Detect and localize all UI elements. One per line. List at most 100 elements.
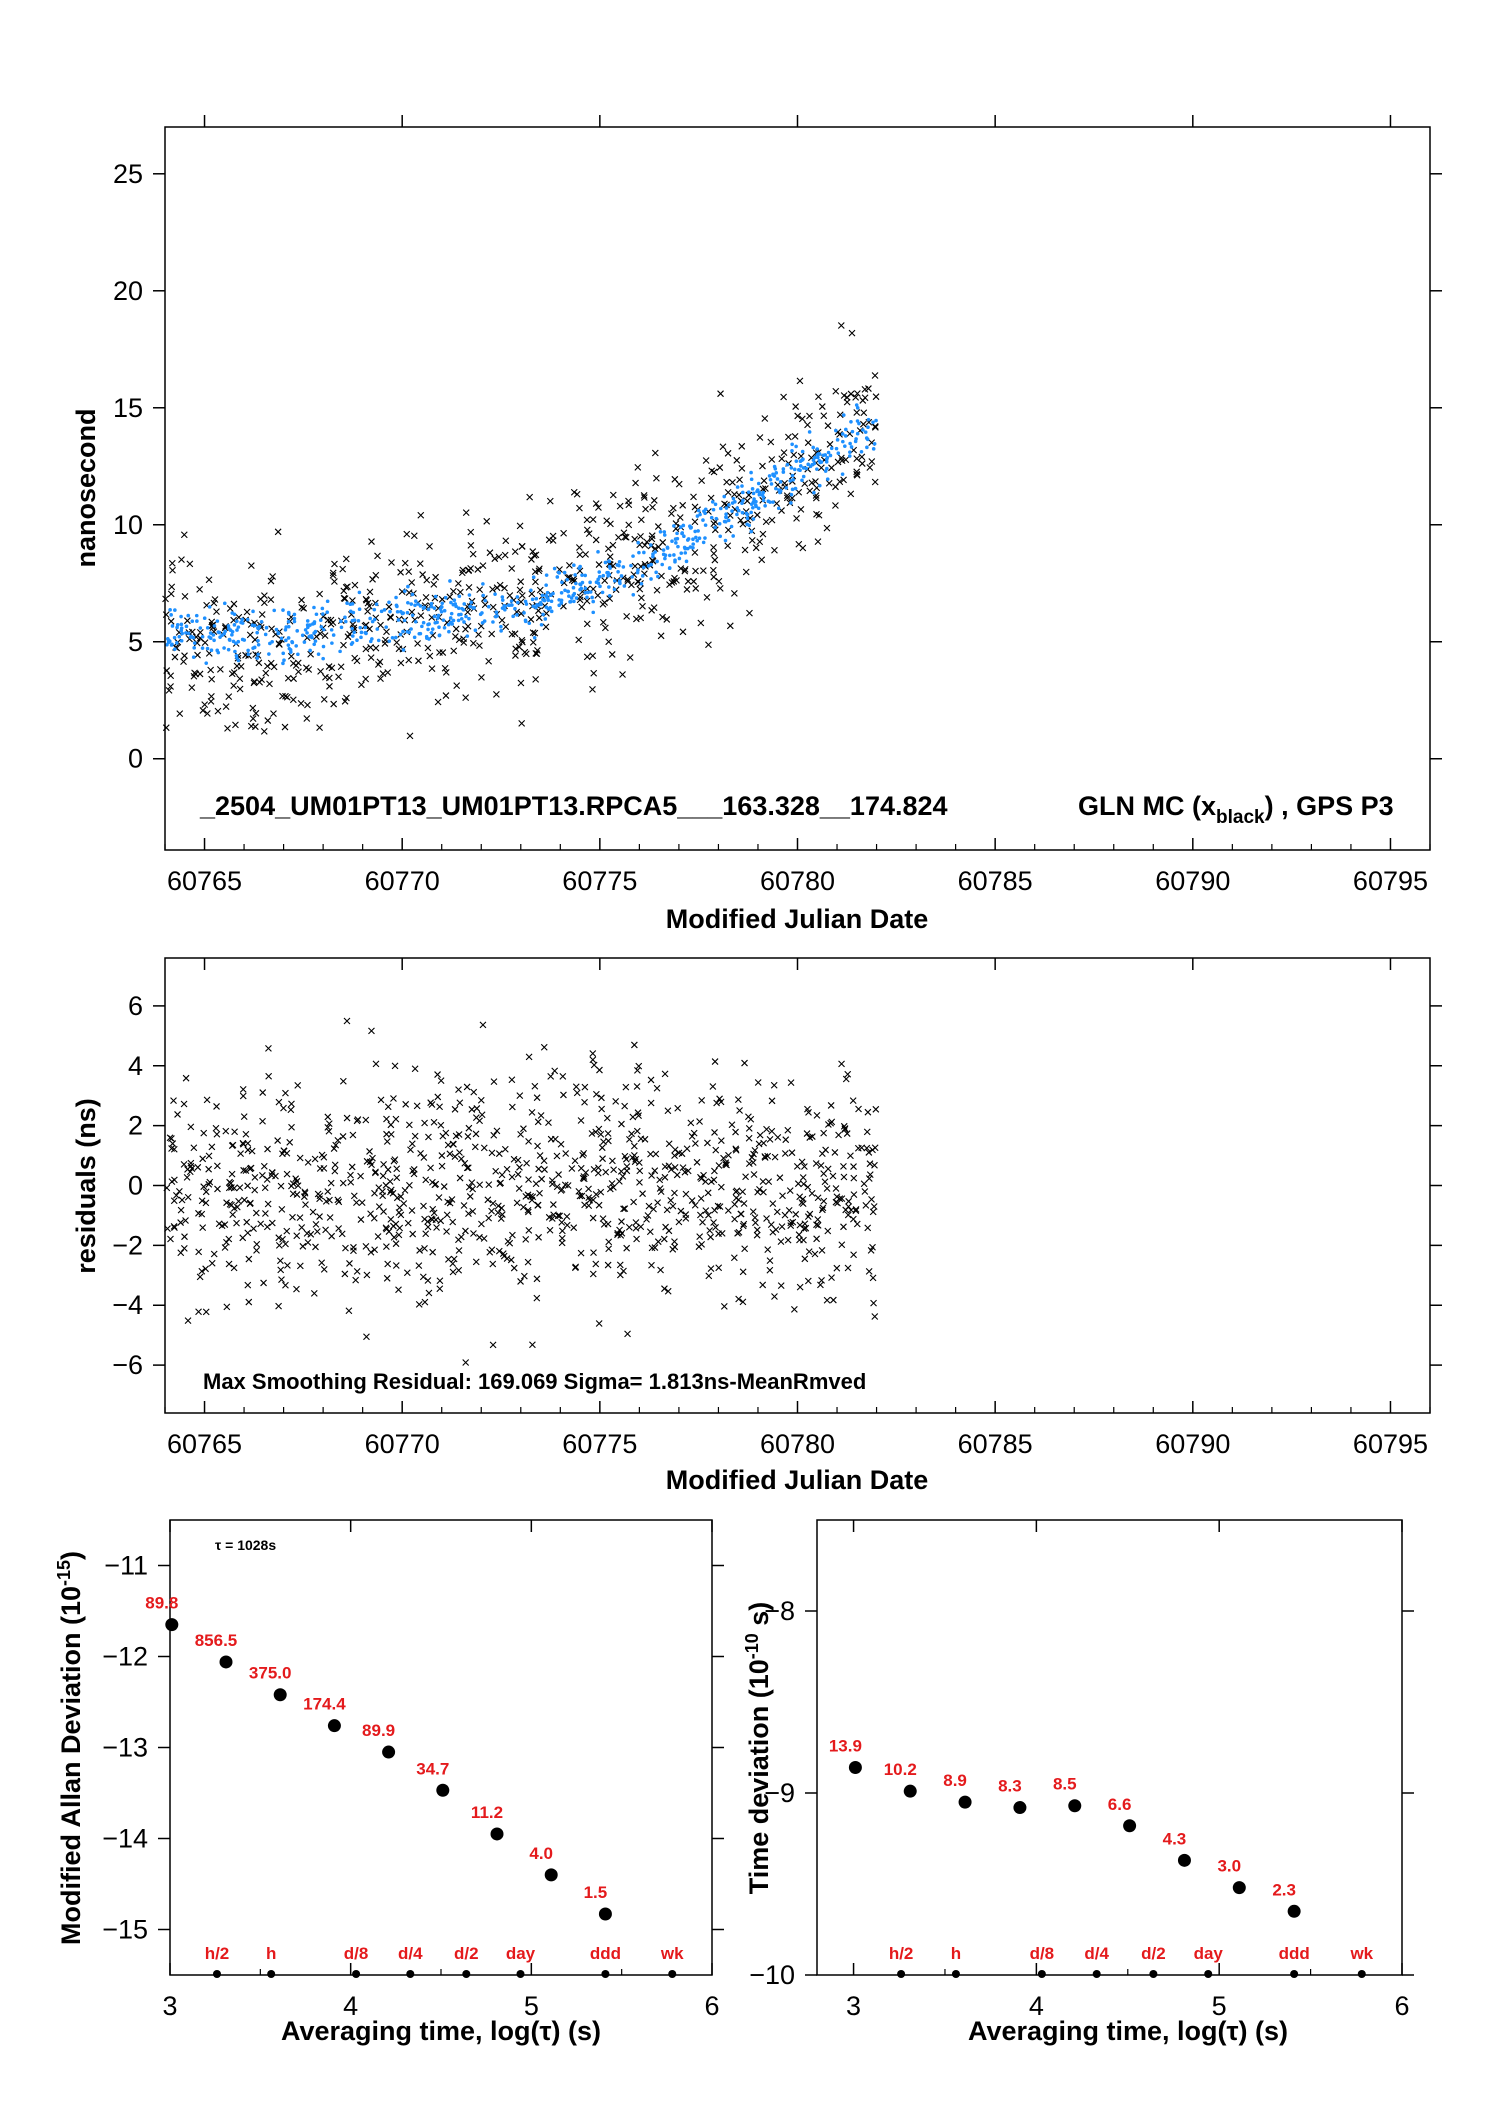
data-point bbox=[771, 1293, 778, 1300]
data-point bbox=[660, 1235, 668, 1243]
data-point bbox=[335, 1225, 343, 1232]
data-point bbox=[619, 1173, 627, 1180]
data-point bbox=[494, 1202, 502, 1210]
data-point bbox=[731, 1200, 739, 1208]
data-point bbox=[778, 490, 782, 495]
data-point bbox=[194, 613, 199, 618]
data-point bbox=[445, 1255, 452, 1263]
data-point bbox=[534, 1201, 542, 1209]
data-point bbox=[735, 485, 740, 489]
data-point bbox=[226, 605, 234, 612]
data-point bbox=[806, 412, 813, 420]
data-point bbox=[746, 490, 751, 494]
p1-frame bbox=[164, 126, 1431, 851]
data-point bbox=[375, 627, 380, 631]
data-point bbox=[761, 415, 769, 422]
data-point bbox=[743, 497, 751, 505]
data-point bbox=[796, 1221, 804, 1229]
data-point bbox=[264, 625, 269, 630]
data-point bbox=[171, 1224, 178, 1231]
data-point bbox=[589, 686, 596, 693]
data-point bbox=[184, 631, 188, 635]
data-point bbox=[636, 1167, 644, 1175]
data-point bbox=[208, 692, 215, 700]
data-point bbox=[658, 572, 665, 580]
data-point bbox=[698, 477, 706, 485]
data-point bbox=[808, 479, 816, 487]
data-point bbox=[741, 490, 745, 495]
data-point bbox=[637, 516, 645, 524]
data-point bbox=[286, 643, 291, 647]
data-point bbox=[401, 559, 409, 567]
data-point bbox=[711, 1129, 718, 1136]
data-point bbox=[245, 617, 250, 622]
data-point bbox=[771, 473, 776, 478]
data-point bbox=[318, 1259, 326, 1267]
data-point bbox=[502, 623, 510, 631]
x-tick-label: 5 bbox=[524, 1991, 539, 2021]
data-point bbox=[222, 631, 227, 636]
data-point bbox=[573, 1089, 581, 1097]
data-point bbox=[279, 692, 286, 700]
data-point bbox=[457, 1155, 465, 1163]
data-point bbox=[606, 595, 614, 603]
data-point bbox=[450, 1255, 458, 1263]
data-point bbox=[200, 1129, 208, 1137]
data-point bbox=[864, 1108, 872, 1116]
data-point bbox=[739, 1188, 747, 1196]
data-point bbox=[790, 487, 795, 492]
data-point bbox=[269, 573, 277, 580]
data-point bbox=[268, 641, 272, 646]
data-point bbox=[781, 470, 786, 474]
y-tick-label: 2 bbox=[128, 1111, 143, 1141]
data-point bbox=[784, 1236, 792, 1244]
data-point bbox=[735, 512, 739, 517]
data-point bbox=[531, 604, 536, 609]
data-point bbox=[497, 1215, 505, 1222]
data-point bbox=[355, 638, 359, 642]
data-point bbox=[200, 646, 205, 650]
data-point bbox=[302, 640, 307, 644]
data-point bbox=[205, 626, 210, 630]
interval-marker bbox=[462, 1970, 471, 1978]
data-point bbox=[454, 580, 462, 587]
data-point bbox=[639, 602, 646, 610]
data-point bbox=[840, 392, 848, 399]
data-point bbox=[246, 648, 250, 653]
data-point bbox=[358, 1199, 366, 1207]
data-point bbox=[455, 1247, 463, 1254]
data-point bbox=[518, 542, 526, 550]
data-point bbox=[822, 1146, 829, 1154]
data-point bbox=[640, 574, 645, 578]
data-point bbox=[233, 662, 241, 670]
data-point bbox=[316, 590, 324, 598]
data-point bbox=[817, 483, 822, 488]
data-point bbox=[298, 1224, 306, 1231]
data-point bbox=[230, 629, 235, 634]
data-point bbox=[696, 508, 701, 513]
data-point bbox=[224, 724, 231, 732]
data-point bbox=[784, 1126, 792, 1134]
data-point bbox=[233, 1219, 240, 1227]
data-point bbox=[801, 474, 806, 479]
interval-marker bbox=[668, 1970, 677, 1978]
data-point bbox=[518, 638, 526, 646]
data-point bbox=[244, 1146, 252, 1154]
data-point bbox=[563, 1213, 571, 1220]
data-point bbox=[681, 523, 686, 528]
data-point bbox=[563, 1221, 571, 1229]
data-point bbox=[745, 1125, 753, 1132]
data-point bbox=[429, 630, 434, 635]
data-point bbox=[749, 477, 754, 482]
p3-y-title-main: Modified Allan Deviation (10 bbox=[56, 1586, 86, 1945]
data-point bbox=[756, 506, 761, 511]
data-point bbox=[763, 503, 767, 508]
data-point bbox=[490, 1078, 498, 1086]
data-point bbox=[236, 625, 241, 629]
data-point bbox=[625, 521, 633, 529]
data-point bbox=[518, 720, 526, 727]
data-point bbox=[436, 613, 441, 618]
x-tick-label: 60785 bbox=[958, 866, 1033, 896]
data-point bbox=[267, 577, 275, 585]
data-point bbox=[357, 607, 362, 611]
